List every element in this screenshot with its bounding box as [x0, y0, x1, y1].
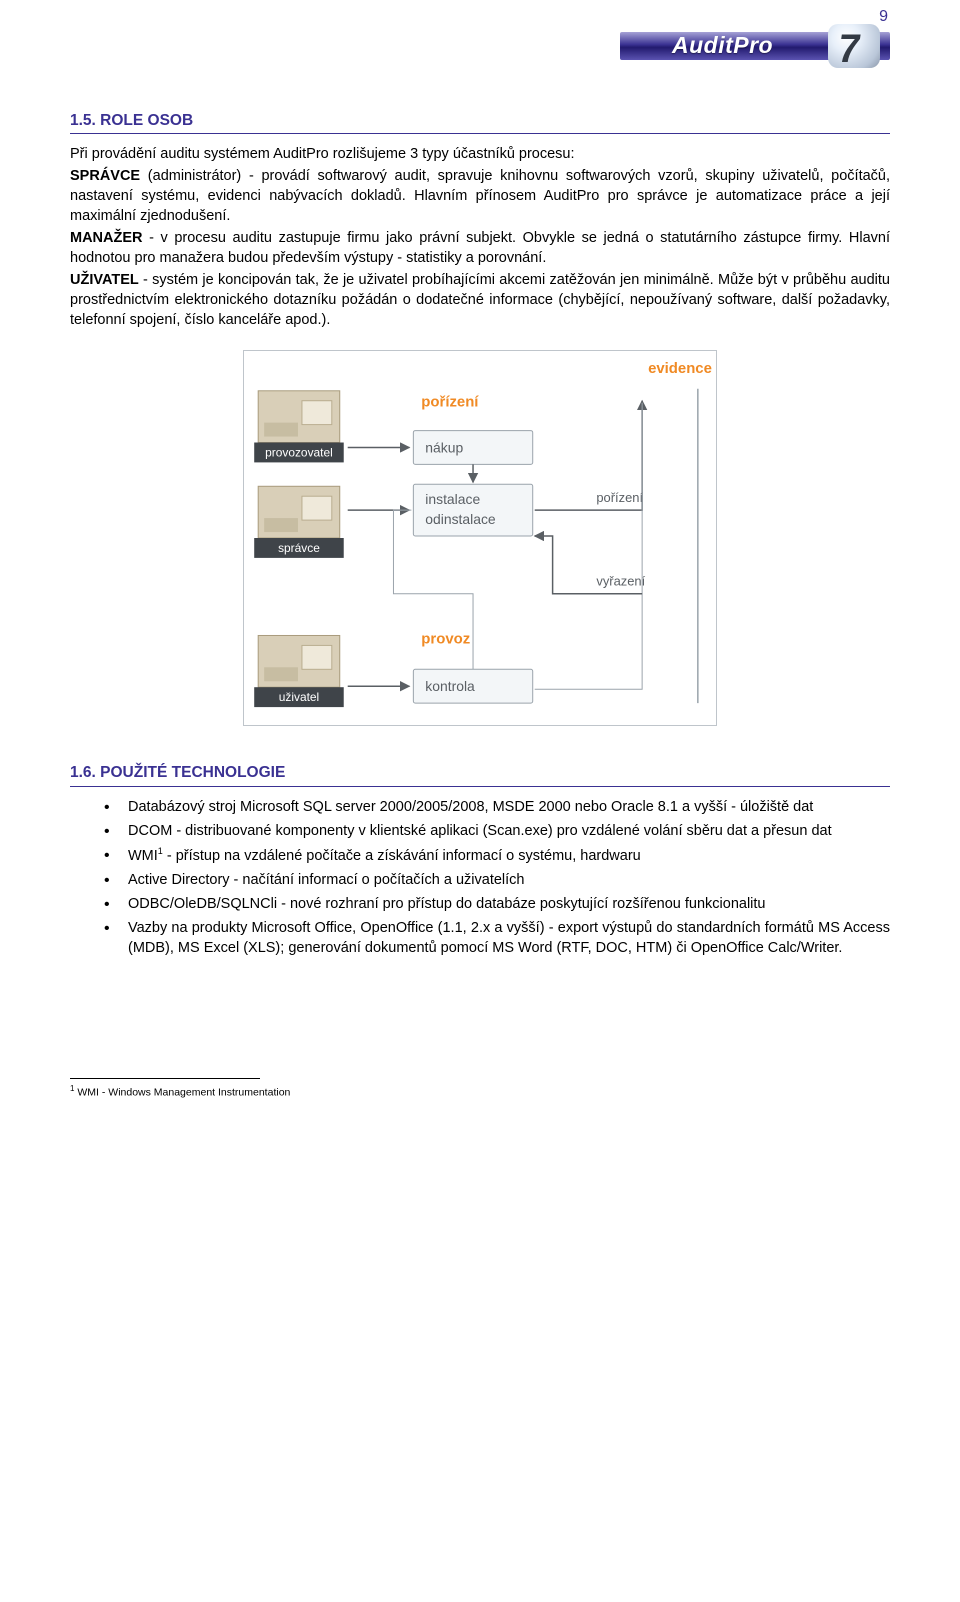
svg-text:pořízení: pořízení: [596, 491, 643, 506]
section-body-roles: Při provádění auditu systémem AuditPro r…: [70, 144, 890, 330]
svg-text:provozovatel: provozovatel: [265, 446, 333, 460]
svg-text:nákup: nákup: [425, 440, 463, 456]
svg-text:kontrola: kontrola: [425, 679, 475, 695]
technology-list: Databázový stroj Microsoft SQL server 20…: [70, 797, 890, 958]
svg-text:pořízení: pořízení: [421, 394, 479, 411]
footnote: 1 WMI - Windows Management Instrumentati…: [70, 1083, 890, 1100]
svg-text:vyřazení: vyřazení: [596, 574, 645, 589]
footnote-marker: 1: [70, 1084, 74, 1093]
footnote-text: WMI - Windows Management Instrumentation: [77, 1086, 290, 1098]
brand-version: 7: [834, 22, 864, 77]
section-heading-tech: 1.6. POUŽITÉ TECHNOLOGIE: [70, 762, 890, 786]
list-item: ODBC/OleDB/SQLNCli - nové rozhraní pro p…: [104, 894, 890, 914]
list-item: Active Directory - načítání informací o …: [104, 870, 890, 890]
svg-text:správce: správce: [278, 541, 320, 555]
process-diagram: provozovatel správce uživatel evidence poříz…: [243, 350, 717, 726]
paragraph: MANAŽER - v procesu auditu zastupuje fir…: [70, 228, 890, 268]
brand-name: AuditPro: [672, 30, 773, 62]
paragraph: Při provádění auditu systémem AuditPro r…: [70, 144, 890, 164]
list-item: WMI1 - přístup na vzdálené počítače a zí…: [104, 845, 890, 866]
paragraph: UŽIVATEL - systém je koncipován tak, že …: [70, 270, 890, 330]
paragraph: SPRÁVCE (administrátor) - provádí softwa…: [70, 166, 890, 226]
list-item: Vazby na produkty Microsoft Office, Open…: [104, 918, 890, 958]
svg-text:odinstalace: odinstalace: [425, 511, 496, 527]
svg-text:instalace: instalace: [425, 492, 480, 508]
list-item: DCOM - distribuované komponenty v klient…: [104, 821, 890, 841]
brand-logo: AuditPro 7: [620, 22, 890, 70]
svg-text:evidence: evidence: [648, 360, 712, 377]
section-heading-roles: 1.5. ROLE OSOB: [70, 110, 890, 134]
list-item: Databázový stroj Microsoft SQL server 20…: [104, 797, 890, 817]
svg-text:uživatel: uživatel: [279, 691, 319, 705]
svg-text:provoz: provoz: [421, 631, 470, 648]
footnote-separator: [70, 1078, 260, 1079]
